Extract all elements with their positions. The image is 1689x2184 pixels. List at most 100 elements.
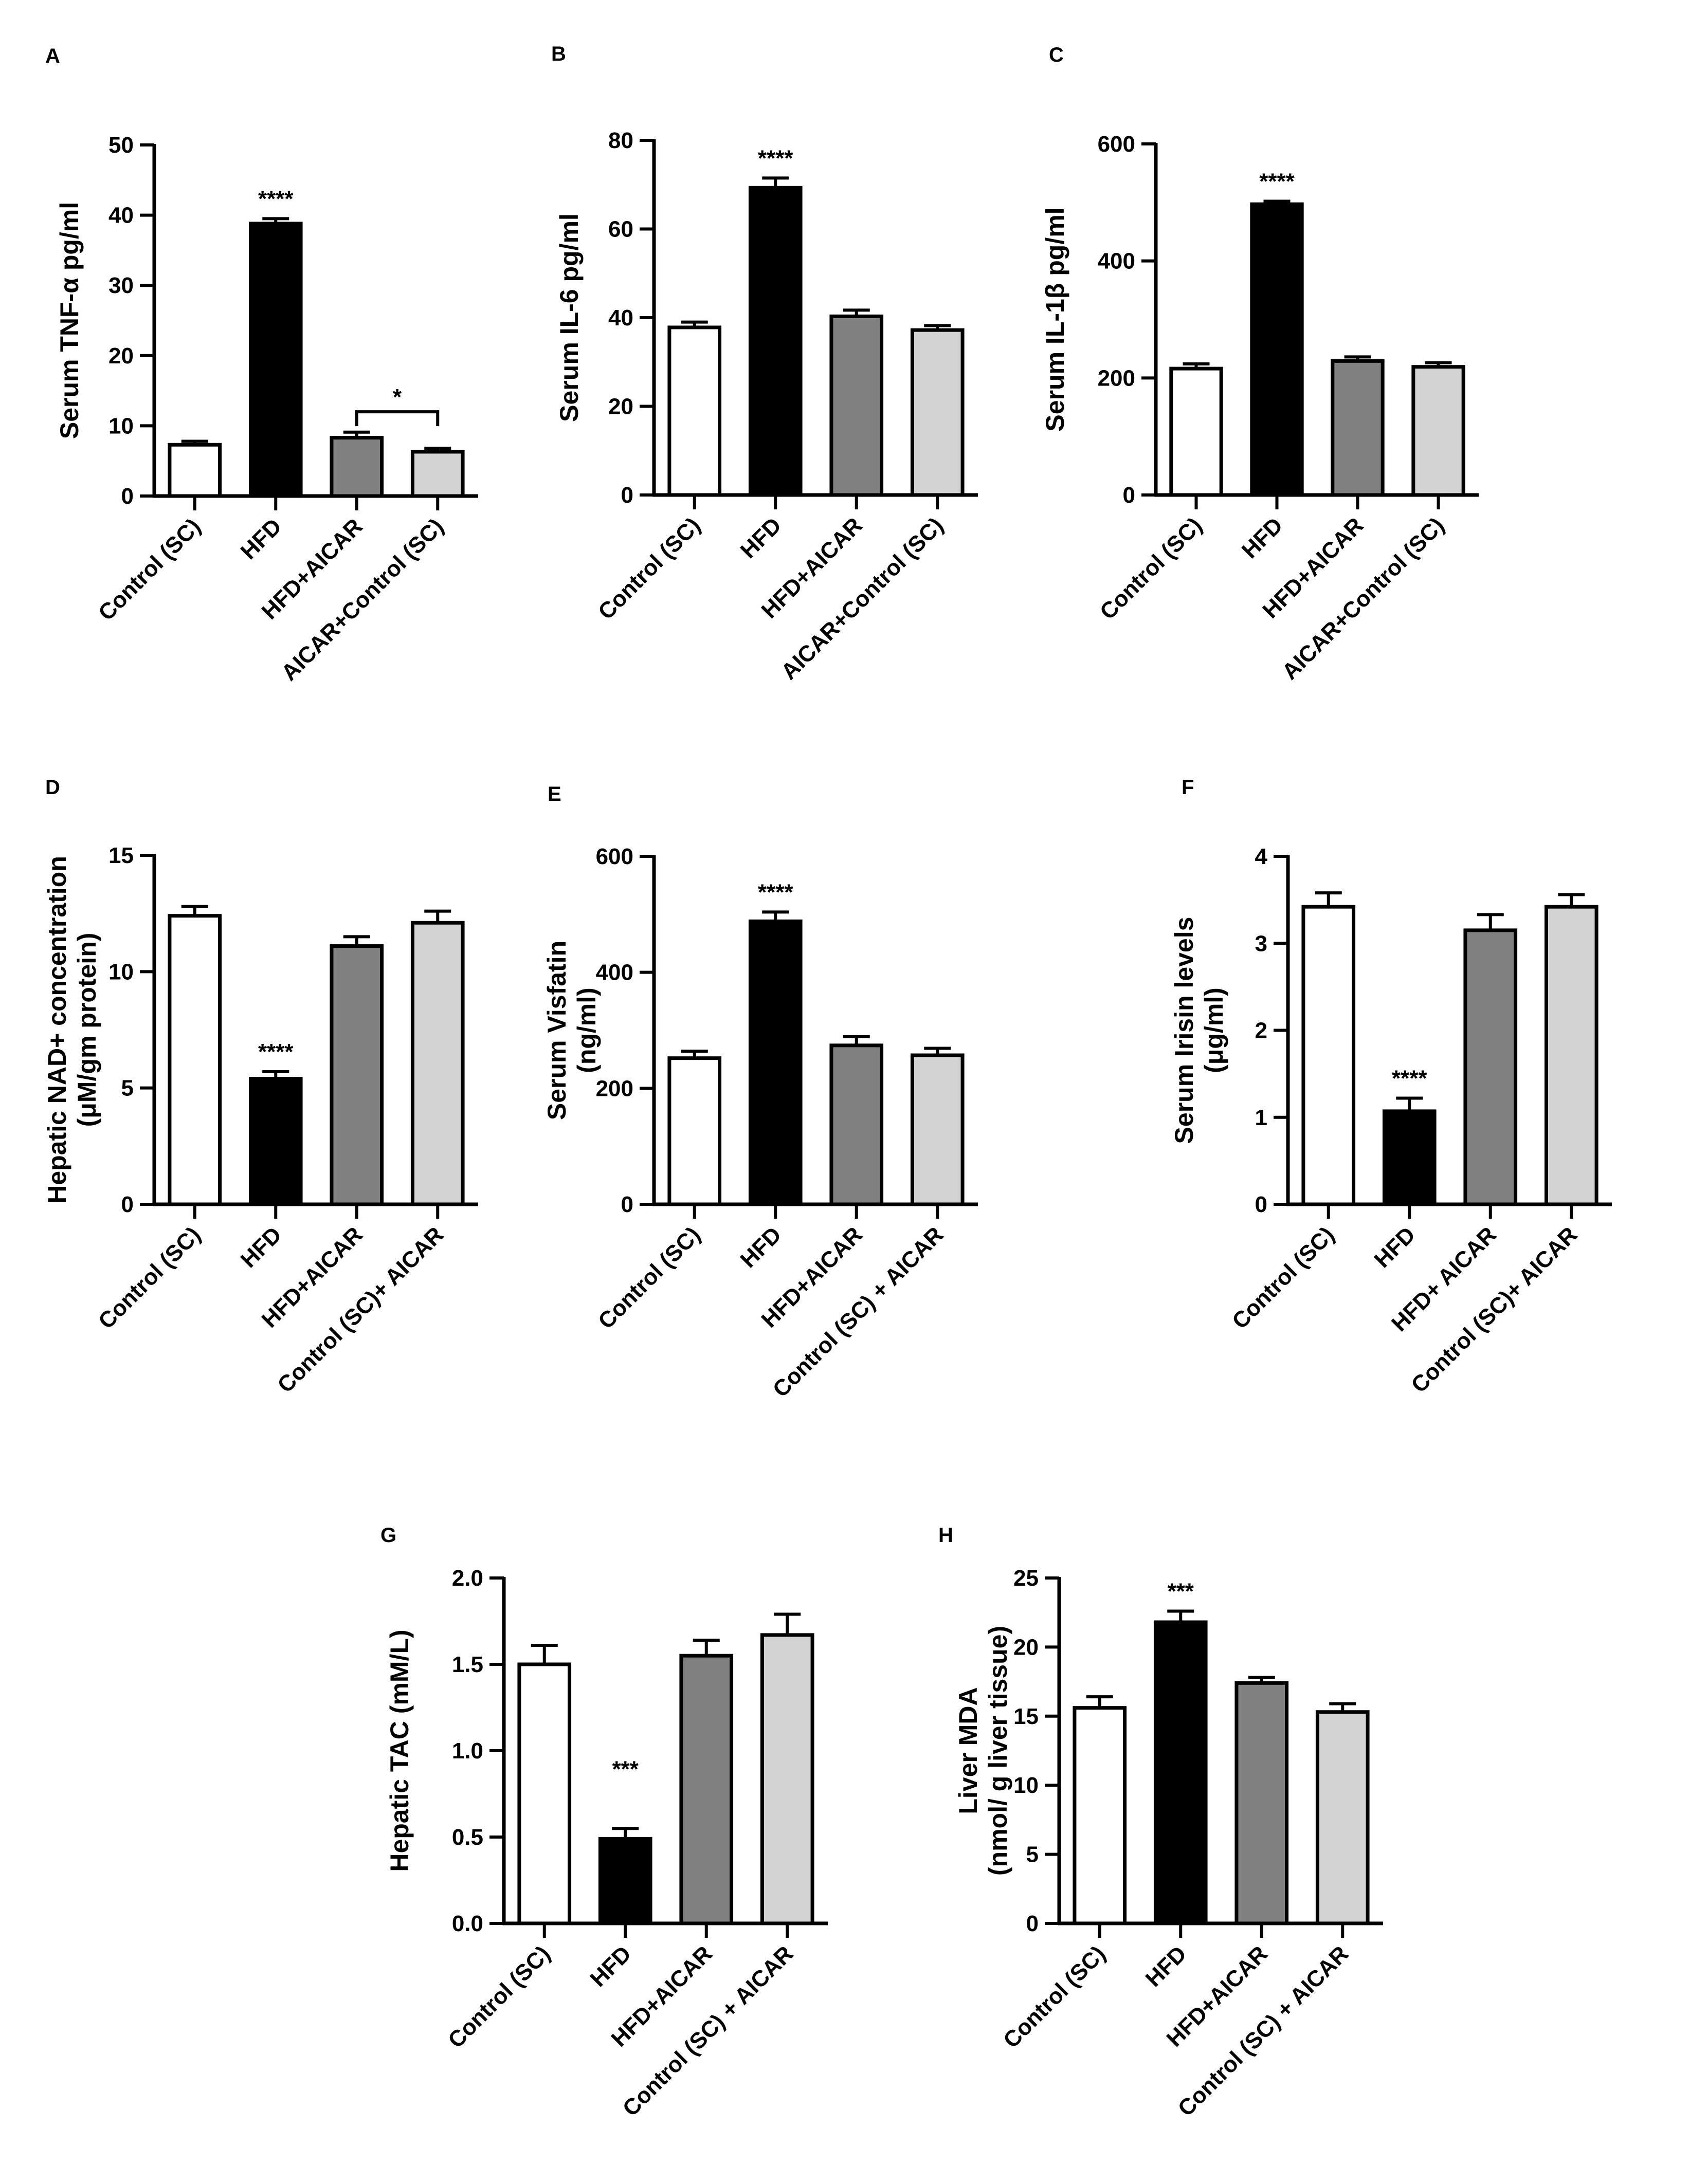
y-tick-label: 0 [1026,1911,1039,1936]
y-tick-label: 25 [1013,1566,1039,1591]
significance-marker: **** [758,145,793,171]
category-label: HFD [736,1222,787,1273]
y-tick-label: 5 [121,1076,134,1101]
y-tick-label: 0 [1123,483,1135,508]
panel-label: A [45,45,60,67]
category-label: Control (SC) + AICAR [768,1222,949,1402]
y-tick-label: 2 [1255,1018,1267,1043]
y-tick-label: 400 [1098,249,1135,274]
bar-2 [1382,1109,1437,1206]
y-axis-label: Hepatic TAC (mM/L) [385,1629,414,1871]
category-label: Control (SC) + AICAR [1173,1941,1354,2121]
panel-a: A 0 10 20 30 40 50 Serum TNF-α pg/ml Control (SC… [45,45,478,686]
y-tick-label: 600 [596,844,633,869]
comparison-bracket [355,410,440,427]
category-label: Control (SC) [443,1941,555,2053]
bar-3 [1234,1681,1289,1925]
category-label: Control (SC) [1227,1222,1339,1334]
category-label: Control (SC)+ AICAR [273,1222,448,1398]
y-tick-label: 1.0 [452,1738,483,1764]
y-tick-label: 600 [1098,132,1135,157]
y-tick-label: 0 [121,484,134,509]
bar-4 [1544,905,1599,1206]
category-label: AICAR+Control (SC) [277,513,449,686]
bar-1 [168,914,222,1206]
y-tick-label: 0.0 [452,1911,483,1936]
y-tick-label: 1 [1255,1105,1267,1130]
bar-2 [748,919,803,1206]
y-tick-label: 0 [1255,1192,1267,1217]
bar-2 [1153,1620,1208,1925]
significance-marker: **** [1392,1066,1427,1091]
y-axis-label: Serum Visfatin [542,941,571,1120]
y-tick-label: 50 [108,133,134,158]
bar-3 [330,436,384,498]
category-label: HFD [236,513,287,564]
panel-d: D 0 5 10 15 Hepatic NAD+ concentration (μM/gm … [43,776,478,1398]
y-axis-label: Hepatic NAD+ concentration [43,856,71,1204]
significance-marker: **** [258,1039,294,1065]
y-tick-label: 60 [608,217,633,242]
y-tick-label: 10 [1013,1773,1039,1798]
category-label: Control (SC) [593,1222,705,1334]
y-axis-label: (μg/ml) [1200,987,1228,1073]
significance-marker: *** [612,1756,639,1782]
category-label: Control (SC) [998,1941,1111,2053]
bar-2 [748,186,803,497]
y-tick-label: 0 [621,1192,633,1217]
bar-1 [168,443,222,498]
y-tick-label: 200 [596,1076,633,1101]
y-tick-label: 15 [108,843,134,868]
y-tick-label: 15 [1013,1704,1039,1729]
panel-f: F 0 1 2 3 4 Serum Irisin levels (μg/ml) Control … [1170,776,1612,1398]
category-label: HFD [236,1222,287,1273]
category-label: HFD [586,1941,637,1992]
y-tick-label: 30 [108,273,134,298]
category-label: Control (SC) [593,512,705,625]
bar-3 [330,944,384,1206]
category-label: Control (SC) [1095,512,1207,625]
bar-4 [910,328,965,497]
panel-label: D [45,776,60,799]
panel-b: B 0 20 40 60 80 Serum IL-6 pg/ml Control (SC) HF… [551,43,978,685]
panel-label: H [938,1524,953,1547]
bar-3 [1463,928,1518,1206]
y-tick-label: 5 [1026,1842,1039,1867]
bar-3 [829,1043,884,1206]
y-tick-label: 20 [608,394,633,419]
category-label: HFD [736,512,787,563]
bar-3 [679,1654,734,1925]
category-label: Control (SC) [94,1222,206,1334]
y-axis-label: Serum TNF-α pg/ml [55,202,84,439]
category-label: Control (SC)+ AICAR [1406,1222,1582,1398]
y-tick-label: 0 [621,483,633,508]
y-tick-label: 0.5 [452,1825,483,1850]
y-axis-label: (ng/ml) [572,987,601,1073]
y-tick-label: 40 [608,305,633,331]
bracket-significance-marker: * [393,384,402,410]
panel-label: C [1049,44,1064,66]
significance-marker: **** [1259,169,1295,194]
y-tick-label: 0 [121,1192,134,1217]
bar-4 [910,1053,965,1206]
category-label: HFD [1141,1941,1192,1992]
bar-4 [410,921,465,1206]
y-tick-label: 4 [1255,844,1268,869]
y-tick-label: 200 [1098,365,1135,391]
bar-1 [667,1056,722,1206]
panel-label: B [551,43,566,65]
bar-2 [598,1837,652,1925]
y-axis-label: Serum IL-1β pg/ml [1041,207,1069,431]
y-axis-label: Serum Irisin levels [1170,917,1198,1144]
bar-4 [760,1633,814,1925]
bar-1 [1301,905,1356,1206]
bar-1 [667,325,722,497]
bar-4 [1315,1710,1370,1925]
panel-label: F [1182,776,1194,799]
category-label: AICAR+Control (SC) [776,512,949,685]
y-tick-label: 3 [1255,931,1267,956]
panel-c: C 0 200 400 600 Serum IL-1β pg/ml Control (SC)… [1041,44,1479,685]
bar-1 [1169,366,1223,497]
category-label: Control (SC) [94,513,206,626]
